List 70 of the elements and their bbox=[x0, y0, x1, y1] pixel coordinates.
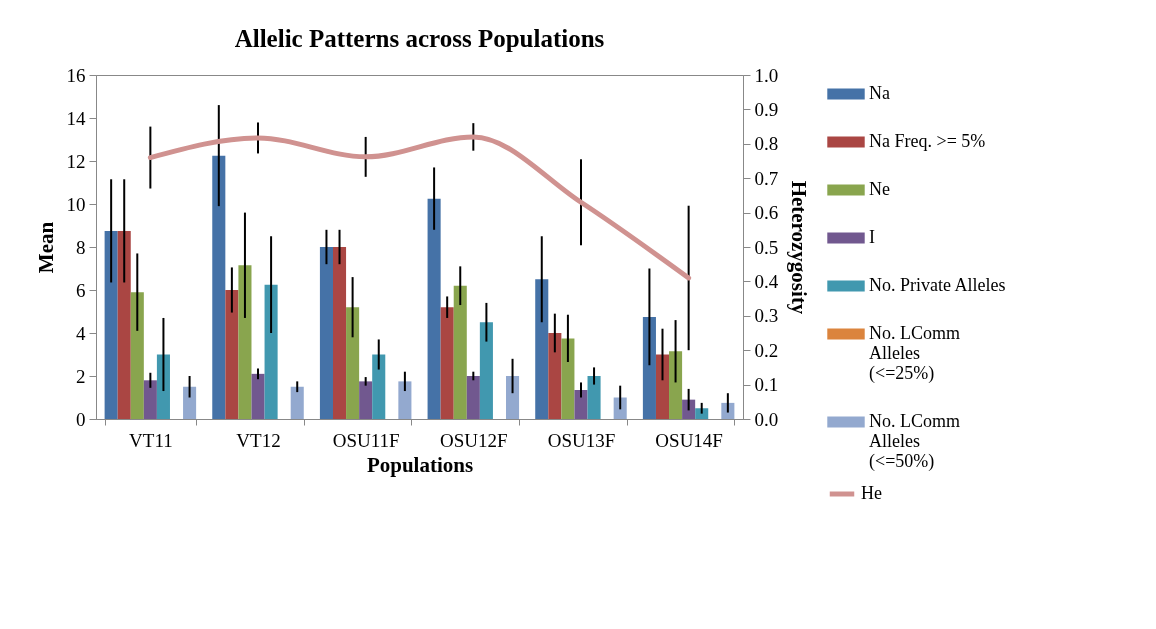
y-tick-label: 14 bbox=[66, 107, 86, 129]
x-tick-label: VT12 bbox=[236, 429, 281, 451]
legend-label: No. LComm Alleles (<=25%) bbox=[869, 323, 961, 384]
bar bbox=[251, 373, 265, 419]
y-tick-label: 4 bbox=[76, 322, 86, 344]
y2-axis-title: Heterozygosity bbox=[787, 180, 812, 315]
chart-title: Allelic Patterns across Populations bbox=[234, 25, 605, 52]
y-tick-label: 10 bbox=[66, 193, 86, 215]
bar bbox=[212, 155, 226, 419]
legend-label: Na Freq. >= 5% bbox=[869, 131, 986, 151]
y-tick-label: 16 bbox=[66, 64, 86, 86]
bar bbox=[669, 351, 683, 419]
legend-label: I bbox=[869, 227, 875, 247]
bar bbox=[238, 265, 252, 419]
y2-tick-label: 0.1 bbox=[754, 374, 779, 396]
y2-tick-label: 0.9 bbox=[754, 98, 779, 120]
y2-tick-label: 0.5 bbox=[754, 236, 779, 258]
bar bbox=[682, 399, 696, 419]
y2-tick-label: 1.0 bbox=[754, 64, 779, 86]
bar bbox=[398, 381, 412, 419]
legend-label: Na bbox=[869, 83, 890, 103]
y-tick-label: 0 bbox=[76, 408, 86, 430]
bar bbox=[359, 381, 373, 419]
bar bbox=[535, 279, 549, 419]
y2-tick-label: 0.8 bbox=[754, 133, 779, 155]
bar bbox=[264, 284, 278, 419]
x-axis-title: Populations bbox=[366, 452, 474, 477]
bar bbox=[655, 354, 670, 419]
bar bbox=[183, 386, 197, 419]
bar bbox=[574, 389, 588, 419]
bar bbox=[290, 386, 304, 419]
x-tick-label: OSU11F bbox=[332, 429, 400, 451]
y2-tick-label: 0.2 bbox=[754, 339, 779, 361]
y2-tick-label: 0.0 bbox=[754, 408, 779, 430]
x-tick-label: VT11 bbox=[129, 429, 173, 451]
bar bbox=[561, 338, 575, 419]
bar bbox=[479, 322, 493, 419]
y-tick-label: 6 bbox=[76, 279, 86, 301]
legend-label: No. LComm Alleles (<=50%) bbox=[869, 411, 961, 472]
bar bbox=[143, 380, 157, 419]
bar bbox=[466, 376, 480, 419]
bar bbox=[346, 307, 360, 419]
bar bbox=[372, 354, 386, 419]
bar bbox=[587, 376, 601, 419]
x-tick-label: OSU13F bbox=[547, 429, 616, 451]
bar bbox=[440, 307, 454, 419]
bar bbox=[117, 230, 131, 419]
x-tick-label: OSU12F bbox=[440, 429, 508, 451]
bar bbox=[332, 247, 347, 419]
y2-tick-label: 0.6 bbox=[754, 202, 779, 224]
bar bbox=[319, 247, 333, 419]
legend-label: No. Private Alleles bbox=[869, 275, 1006, 295]
bar bbox=[453, 285, 467, 419]
bar bbox=[104, 230, 118, 419]
y-axis-title: Mean bbox=[33, 221, 58, 274]
y2-tick-label: 0.3 bbox=[754, 305, 779, 327]
bar bbox=[695, 408, 709, 419]
legend-label: Ne bbox=[869, 179, 890, 199]
x-tick-label: OSU14F bbox=[655, 429, 723, 451]
y-tick-label: 2 bbox=[76, 365, 86, 387]
bar bbox=[548, 333, 562, 419]
legend-label: He bbox=[861, 483, 882, 503]
y-tick-label: 12 bbox=[66, 150, 86, 172]
bar bbox=[506, 376, 520, 419]
bar bbox=[225, 290, 239, 419]
bar bbox=[427, 198, 441, 419]
y-tick-label: 8 bbox=[76, 236, 86, 258]
bar bbox=[130, 292, 144, 419]
y2-tick-label: 0.7 bbox=[754, 167, 779, 189]
y2-tick-label: 0.4 bbox=[754, 270, 779, 292]
